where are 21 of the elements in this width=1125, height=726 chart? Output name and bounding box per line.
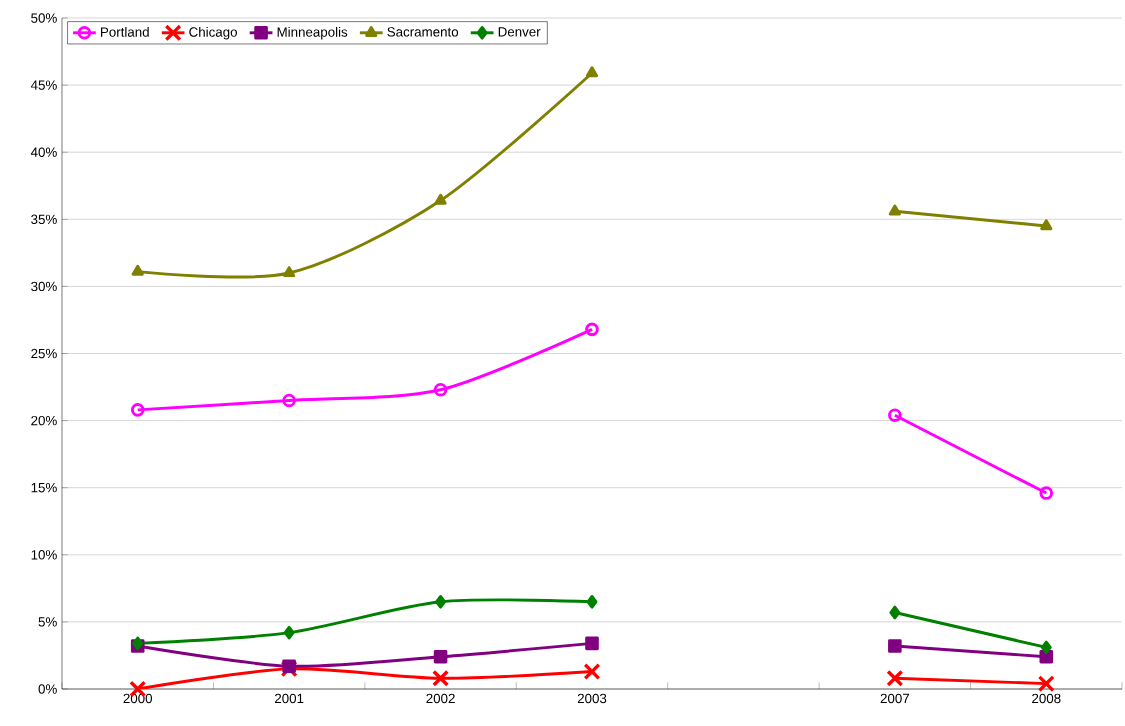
legend-label: Sacramento [387, 27, 459, 37]
y-tick-label: 45% [30, 80, 57, 90]
y-tick-label: 35% [31, 214, 57, 225]
x-tick-label: 2001 [274, 693, 304, 704]
legend-label: Chicago [189, 26, 237, 40]
legend-label: Portland [101, 26, 149, 37]
y-tick-label: 40% [30, 147, 57, 157]
y-tick-label: 30% [31, 281, 57, 292]
y-tick-label: 10% [31, 550, 57, 560]
y-tick-label: 50% [31, 13, 57, 23]
x-tick-label: 2003 [577, 693, 607, 704]
x-tick-label: 2002 [426, 693, 455, 704]
y-tick-label: 5% [38, 617, 57, 627]
x-tick-label: 2007 [880, 693, 910, 704]
y-tick-label: 0% [38, 684, 57, 694]
y-tick-label: 20% [31, 415, 57, 426]
legend-label: Minneapolis [277, 26, 348, 40]
x-tick-label: 2008 [1032, 693, 1061, 704]
y-tick-label: 15% [31, 483, 57, 493]
legend-label: Denver [498, 27, 541, 37]
y-tick-label: 25% [31, 348, 57, 359]
